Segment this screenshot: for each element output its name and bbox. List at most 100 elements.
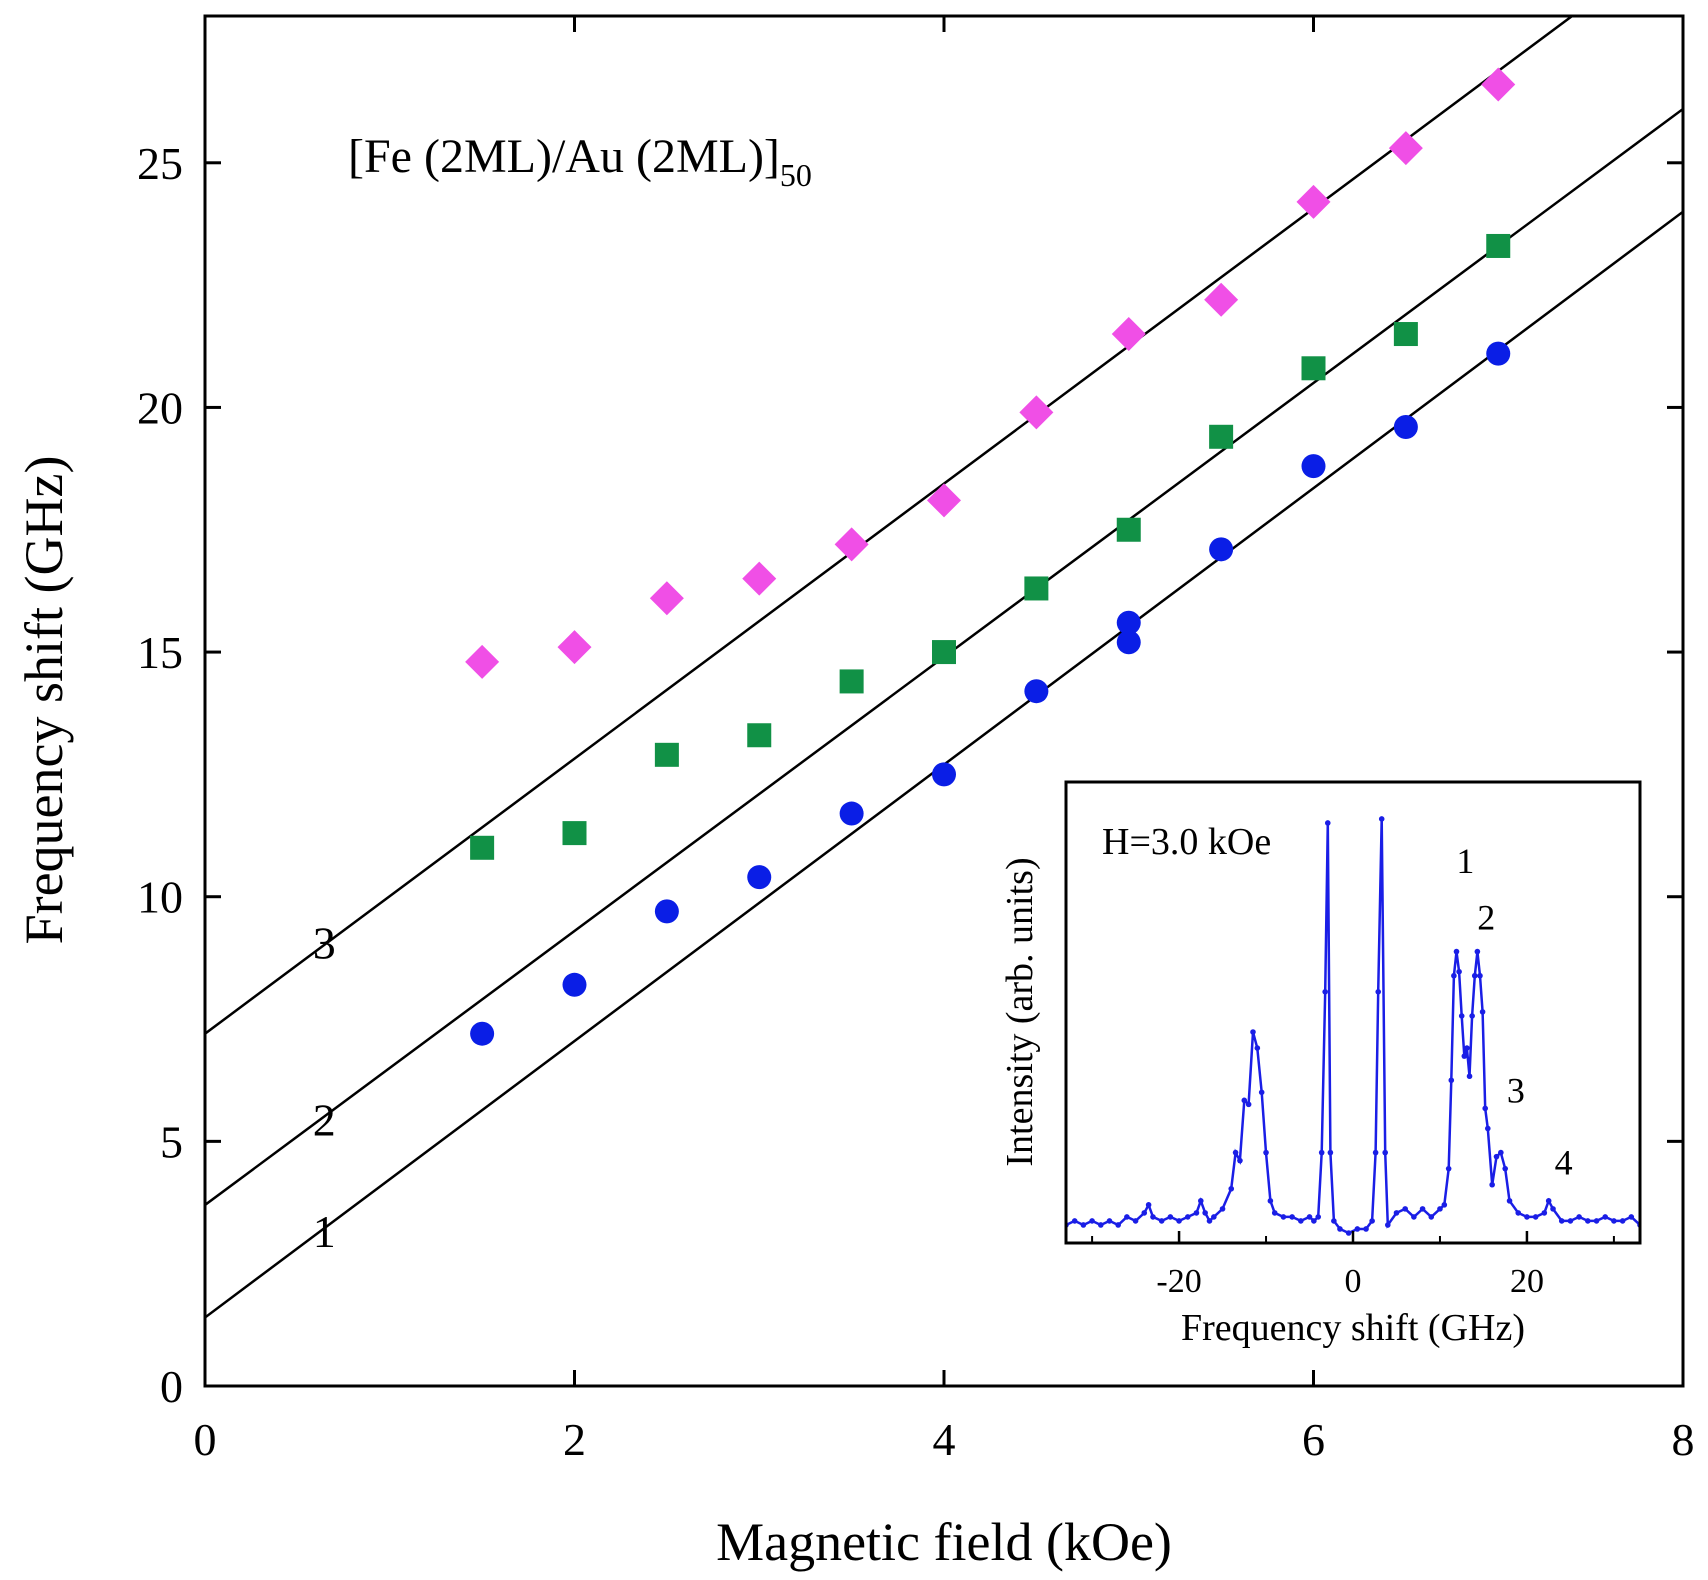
inset-spectrum-point-69: [1464, 1045, 1470, 1051]
data-point-circle-7: [1024, 679, 1049, 704]
inset-spectrum-point-63: [1448, 1077, 1455, 1084]
inset-spectrum-point-60: [1437, 1206, 1443, 1212]
chart-title-main: [Fe (2ML)/Au (2ML)]: [348, 130, 780, 183]
data-point-diamond-2: [557, 630, 592, 665]
fit-line-label-1: 1: [313, 1206, 336, 1257]
inset-spectrum-point-36: [1298, 1218, 1304, 1224]
data-point-circle-1: [470, 1021, 495, 1046]
inset-spectrum-point-5: [1097, 1222, 1104, 1228]
inset-spectrum-point-13: [1158, 1218, 1165, 1224]
inset-spectrum-point-59: [1428, 1214, 1435, 1220]
inset-spectrum-point-84: [1524, 1214, 1530, 1220]
inset-background: [1066, 782, 1640, 1243]
inset-spectrum-point-71: [1469, 1013, 1475, 1019]
data-point-square-3: [654, 742, 679, 767]
inset-spectrum-point-9: [1132, 1218, 1139, 1224]
inset-spectrum-point-57: [1411, 1214, 1417, 1220]
data-point-square-10: [1301, 356, 1326, 381]
inset-spectrum-point-17: [1193, 1210, 1200, 1216]
inset-spectrum-point-48: [1363, 1226, 1369, 1232]
inset-x-tick-label-20: 20: [1510, 1263, 1544, 1300]
inset-spectrum-point-74: [1477, 972, 1483, 979]
chart-title: [Fe (2ML)/Au (2ML)]50: [348, 130, 812, 193]
inset-x-tick-label-0: 0: [1345, 1263, 1362, 1300]
inset-spectrum-point-64: [1451, 972, 1457, 979]
inset-spectrum-point-26: [1241, 1097, 1248, 1104]
inset-spectrum-point-52: [1378, 816, 1385, 822]
inset-spectrum-point-30: [1258, 1089, 1265, 1096]
fit-line-label-3: 3: [313, 918, 336, 969]
y-tick-label-0: 0: [160, 1361, 183, 1412]
y-tick-label-10: 10: [137, 872, 183, 923]
inset-spectrum-point-15: [1176, 1218, 1182, 1224]
inset-spectrum-point-81: [1502, 1165, 1508, 1172]
inset-spectrum-point-94: [1602, 1214, 1609, 1220]
inset-spectrum-point-95: [1611, 1218, 1617, 1224]
inset-spectrum-point-29: [1254, 1045, 1261, 1051]
inset-spectrum-point-38: [1311, 1218, 1317, 1224]
inset-peak-label-2: 2: [1477, 898, 1495, 938]
data-point-diamond-3: [649, 581, 684, 616]
inset-spectrum-point-88: [1550, 1206, 1556, 1212]
data-point-circle-3: [654, 899, 679, 924]
fit-line-label-2: 2: [313, 1094, 336, 1145]
inset-spectrum-point-66: [1456, 968, 1462, 975]
chart-title-subscript: 50: [780, 157, 812, 193]
inset-spectrum-point-54: [1384, 1222, 1391, 1228]
x-tick-label-4: 4: [933, 1414, 956, 1465]
inset-spectrum-point-50: [1372, 1149, 1379, 1156]
y-tick-label-25: 25: [137, 138, 183, 189]
inset-spectrum-point-33: [1271, 1210, 1278, 1216]
inset-spectrum-point-37: [1306, 1214, 1313, 1220]
inset-spectrum-point-12: [1150, 1214, 1156, 1220]
inset-spectrum-point-18: [1198, 1198, 1204, 1204]
inset-spectrum-point-58: [1419, 1206, 1426, 1212]
inset-spectrum-point-19: [1202, 1210, 1208, 1216]
data-point-square-2: [562, 821, 587, 846]
x-tick-label-6: 6: [1302, 1414, 1325, 1465]
inset-annotation: H=3.0 kOe: [1102, 821, 1271, 863]
inset-x-tick-label--20: -20: [1156, 1263, 1201, 1300]
data-point-diamond-1: [465, 644, 500, 679]
inset-spectrum-point-76: [1482, 1105, 1488, 1112]
data-point-circle-2: [562, 972, 587, 997]
inset-spectrum-point-21: [1211, 1214, 1217, 1220]
inset-spectrum-point-41: [1322, 989, 1328, 995]
data-point-circle-12: [1393, 415, 1418, 439]
data-point-diamond-8: [1111, 317, 1146, 352]
inset-spectrum-point-65: [1453, 948, 1460, 955]
inset-spectrum-point-75: [1479, 1009, 1486, 1015]
inset-spectrum-point-49: [1369, 1218, 1375, 1224]
inset-spectrum-point-8: [1124, 1214, 1130, 1220]
y-tick-label-15: 15: [137, 627, 183, 678]
inset-spectrum-point-93: [1593, 1218, 1600, 1224]
data-point-diamond-11: [1388, 131, 1423, 166]
inset-y-axis-label: Intensity (arb. units): [999, 857, 1041, 1166]
inset-spectrum-point-82: [1506, 1198, 1513, 1204]
inset-spectrum-point-40: [1318, 1149, 1325, 1156]
x-axis-label: Magnetic field (kOe): [716, 1512, 1172, 1572]
inset-spectrum-point-34: [1280, 1214, 1287, 1220]
data-point-circle-8: [1116, 630, 1141, 655]
inset-spectrum-point-85: [1532, 1214, 1539, 1220]
inset-spectrum-point-97: [1628, 1214, 1635, 1220]
inset-spectrum-point-6: [1106, 1218, 1113, 1224]
inset-spectrum-point-14: [1167, 1214, 1174, 1220]
data-point-diamond-10: [1296, 184, 1331, 219]
inset-spectrum-point-55: [1393, 1210, 1400, 1216]
inset-spectrum-point-31: [1263, 1149, 1269, 1156]
inset-spectrum-point-77: [1485, 1125, 1491, 1132]
inset-axis-ticks: [1091, 1231, 1615, 1243]
inset-spectrum-point-2: [1071, 1218, 1078, 1224]
inset-spectrum-point-35: [1289, 1214, 1295, 1220]
data-point-square-5: [839, 669, 864, 694]
inset-spectrum-point-46: [1345, 1230, 1352, 1236]
data-point-circle-11: [1301, 454, 1326, 479]
data-point-circle-10: [1209, 537, 1234, 562]
inset-x-axis-label: Frequency shift (GHz): [1181, 1307, 1525, 1349]
inset-spectrum-point-39: [1315, 1214, 1322, 1220]
inset-spectrum-point-86: [1541, 1210, 1548, 1216]
x-tick-label-8: 8: [1672, 1414, 1695, 1465]
inset-spectrum-point-23: [1228, 1185, 1235, 1192]
